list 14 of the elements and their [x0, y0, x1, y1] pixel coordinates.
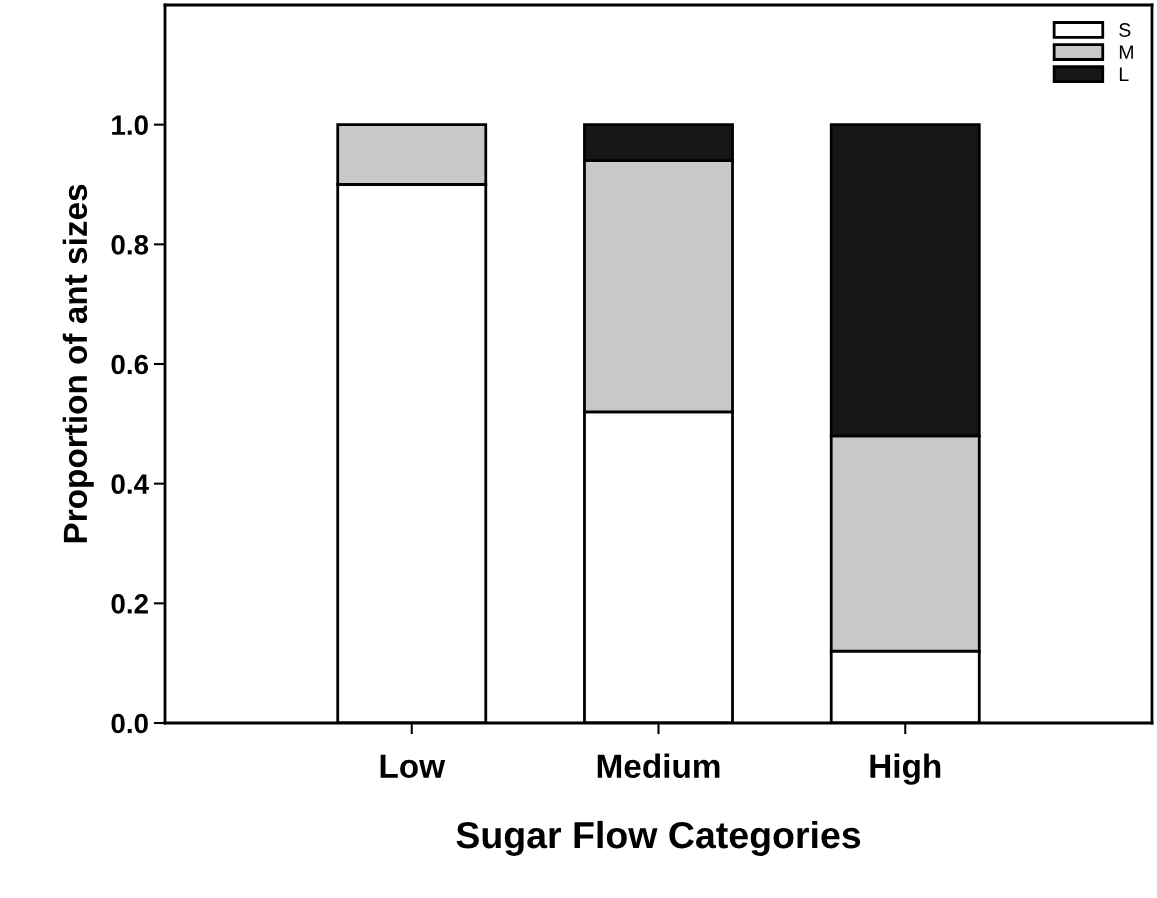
- x-tick-label: High: [870, 753, 941, 785]
- x-tick-label: Low: [380, 754, 446, 779]
- y-tick-label: 0.8: [111, 235, 149, 255]
- x-axis-title: Sugar Flow Categories: [456, 820, 861, 857]
- legend-label: M: [1119, 45, 1133, 59]
- y-tick-label: 0.2: [111, 594, 148, 614]
- y-tick-label: 0.0: [111, 713, 148, 734]
- x-tick-label: Medium: [597, 753, 720, 779]
- y-tick-label: 1.0: [112, 115, 148, 136]
- y-axis-title: Proportion of ant sizes: [62, 184, 94, 543]
- legend-label: L: [1119, 67, 1129, 81]
- legend-label: S: [1119, 23, 1131, 37]
- y-tick-label: 0.6: [111, 354, 149, 375]
- y-tick-label: 0.4: [111, 474, 149, 495]
